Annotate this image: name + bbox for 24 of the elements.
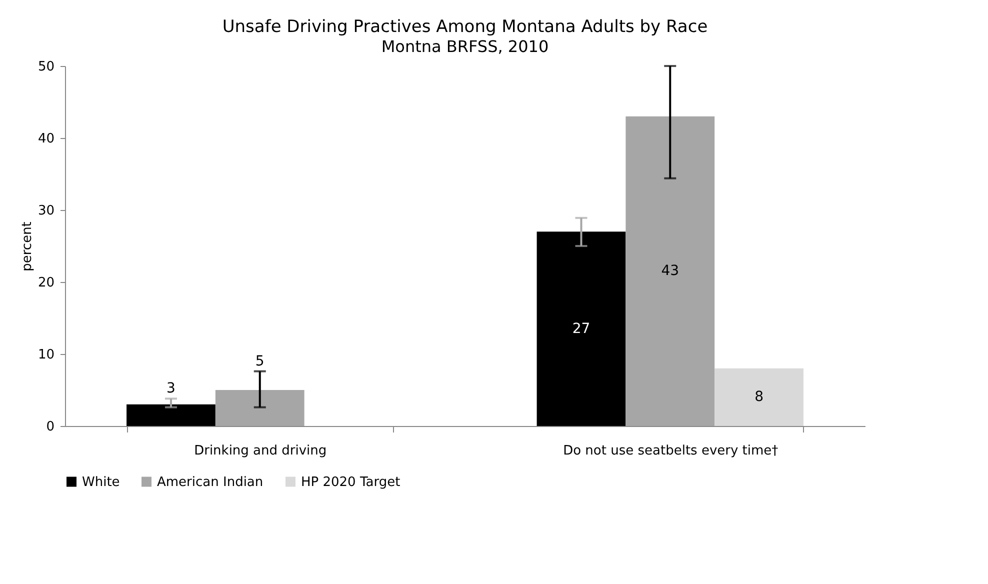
bar bbox=[714, 368, 804, 426]
chart-subtitle: Montna BRFSS, 2010 bbox=[381, 37, 549, 56]
y-tick-label: 20 bbox=[38, 276, 54, 290]
bar bbox=[126, 404, 216, 426]
bar bbox=[626, 116, 715, 426]
y-axis-title: percent bbox=[20, 222, 35, 272]
y-tick-label: 40 bbox=[38, 132, 54, 146]
x-tick-label: Do not use seatbelts every time† bbox=[563, 444, 779, 458]
data-label: 43 bbox=[661, 263, 680, 280]
legend-label: American Indian bbox=[157, 474, 264, 490]
data-label: 3 bbox=[166, 380, 176, 397]
data-label: 27 bbox=[572, 320, 590, 337]
bar bbox=[215, 390, 304, 426]
x-tick-label: Drinking and driving bbox=[194, 444, 327, 458]
y-tick-label: 0 bbox=[46, 420, 54, 434]
data-label: 8 bbox=[754, 389, 764, 406]
data-label: 5 bbox=[255, 353, 264, 370]
y-tick-label: 30 bbox=[38, 204, 54, 218]
legend-label: White bbox=[82, 474, 120, 490]
y-tick-label: 10 bbox=[38, 348, 54, 362]
legend-label: HP 2020 Target bbox=[301, 474, 400, 490]
chart-title: Unsafe Driving Practives Among Montana Adults by Race bbox=[222, 17, 708, 37]
y-tick-label: 50 bbox=[38, 60, 54, 74]
bar bbox=[536, 232, 626, 426]
